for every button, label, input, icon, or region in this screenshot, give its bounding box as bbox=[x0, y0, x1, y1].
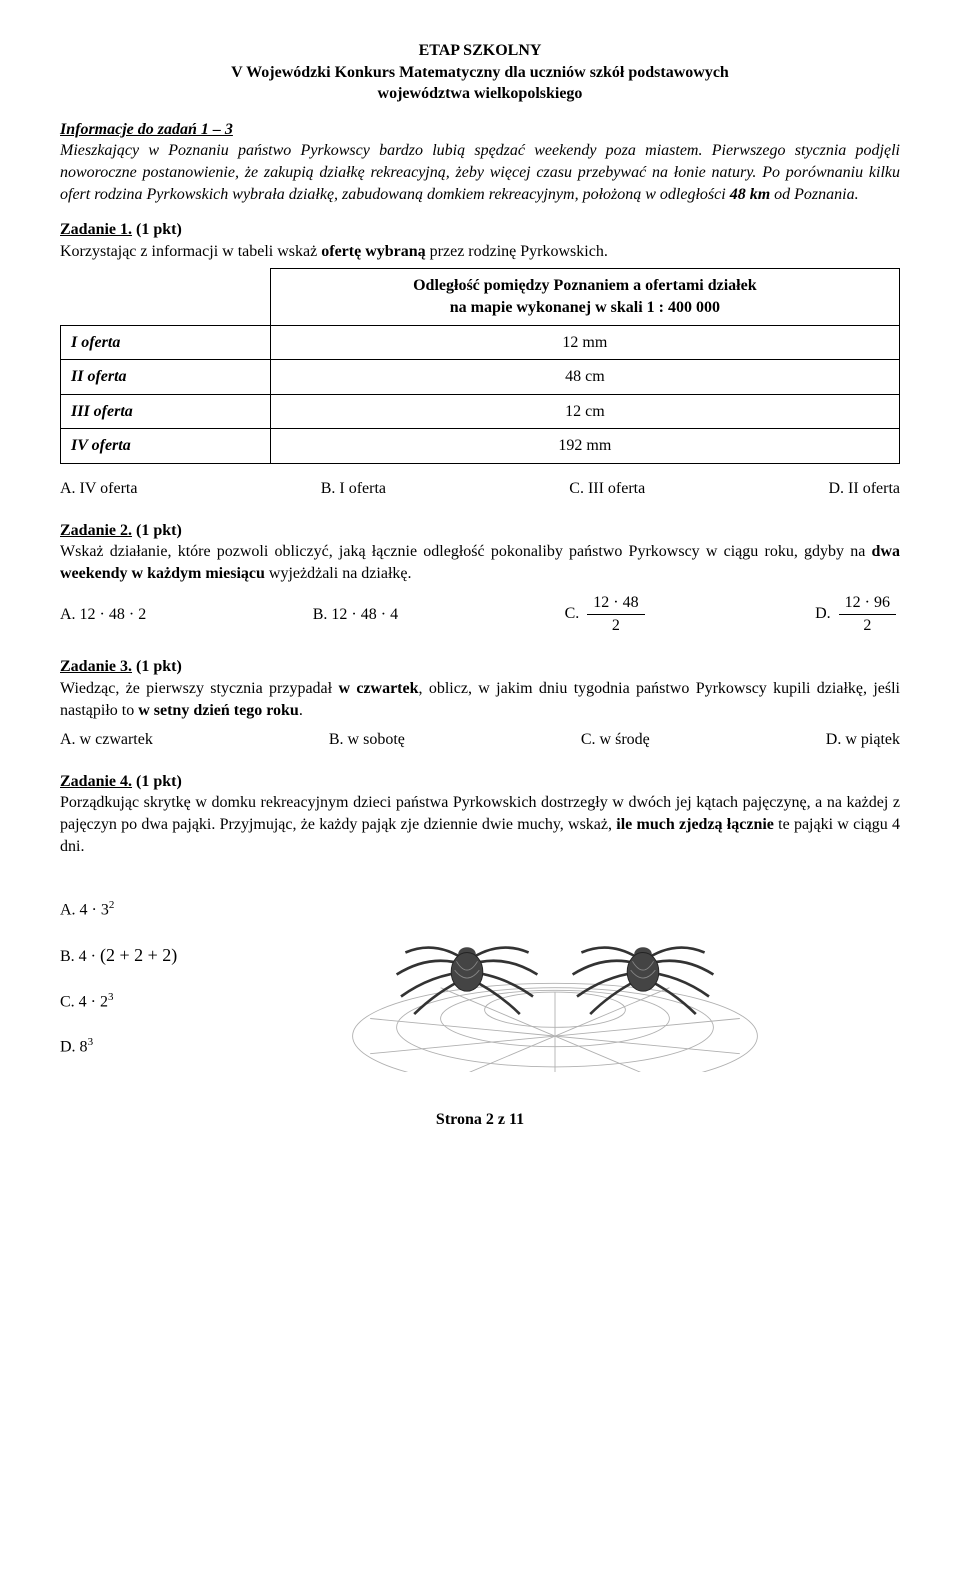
answer-d: D. 83 bbox=[60, 1035, 210, 1058]
answer-d: D. 12 · 96 2 bbox=[815, 592, 900, 636]
zad2-block: Zadanie 2. (1 pkt) Wskaż działanie, któr… bbox=[60, 520, 900, 585]
answer-a: A. IV oferta bbox=[60, 478, 137, 500]
answer-d: D. w piątek bbox=[826, 729, 900, 751]
fraction-c: 12 · 48 2 bbox=[587, 592, 644, 636]
table-row: III oferta 12 cm bbox=[61, 394, 900, 429]
zad3-block: Zadanie 3. (1 pkt) Wiedząc, że pierwszy … bbox=[60, 656, 900, 721]
answer-a-pre: A. 4 · 3 bbox=[60, 902, 109, 919]
table-header-line1: Odległość pomiędzy Poznaniem a ofertami … bbox=[413, 277, 757, 294]
row-value: 12 mm bbox=[270, 325, 899, 360]
answer-a: A. w czwartek bbox=[60, 729, 153, 751]
answer-b: B. 12 · 48 · 4 bbox=[313, 604, 398, 626]
stage-line: ETAP SZKOLNY bbox=[60, 40, 900, 62]
intro-heading: Informacje do zadań 1 – 3 bbox=[60, 121, 233, 138]
row-label: I oferta bbox=[61, 325, 271, 360]
zad1-prompt-pre: Korzystając z informacji w tabeli wskaż bbox=[60, 243, 321, 260]
intro-paragraph: Mieszkający w Poznaniu państwo Pyrkowscy… bbox=[60, 140, 900, 205]
title-line-2: województwa wielkopolskiego bbox=[60, 83, 900, 105]
zad4-answer-row: A. 4 · 32 B. 4 · (2 + 2 + 2) C. 4 · 23 D… bbox=[60, 877, 900, 1079]
zad4-answers: A. 4 · 32 B. 4 · (2 + 2 + 2) C. 4 · 23 D… bbox=[60, 898, 210, 1057]
zad2-text-pre: Wskaż działanie, które pozwoli obliczyć,… bbox=[60, 543, 872, 560]
offer-table: Odległość pomiędzy Poznaniem a ofertami … bbox=[60, 268, 900, 464]
answer-c: C. w środę bbox=[581, 729, 650, 751]
zad3-text-pre: Wiedząc, że pierwszy stycznia przypadał bbox=[60, 680, 338, 697]
zad3-title: Zadanie 3. bbox=[60, 658, 132, 675]
row-value: 48 cm bbox=[270, 360, 899, 395]
zad2-title: Zadanie 2. bbox=[60, 522, 132, 539]
frac-den: 2 bbox=[839, 615, 896, 637]
row-label: IV oferta bbox=[61, 429, 271, 464]
answer-b: B. 4 · (2 + 2 + 2) bbox=[60, 943, 210, 968]
table-row: II oferta 48 cm bbox=[61, 360, 900, 395]
answer-b: B. w sobotę bbox=[329, 729, 405, 751]
zad1-points: (1 pkt) bbox=[132, 221, 182, 238]
answer-b-paren: (2 + 2 + 2) bbox=[100, 945, 177, 965]
answer-c-pre: C. 4 · 2 bbox=[60, 993, 108, 1010]
intro-block: Informacje do zadań 1 – 3 bbox=[60, 119, 900, 141]
table-row: IV oferta 192 mm bbox=[61, 429, 900, 464]
zad1-prompt-post: przez rodzinę Pyrkowskich. bbox=[426, 243, 608, 260]
row-label: II oferta bbox=[61, 360, 271, 395]
zad3-bold2: w setny dzień tego roku bbox=[138, 702, 299, 719]
answer-a: A. 4 · 32 bbox=[60, 898, 210, 921]
zad1-block: Zadanie 1. (1 pkt) Korzystając z informa… bbox=[60, 219, 900, 262]
answer-d-exp: 3 bbox=[88, 1036, 94, 1048]
answer-d-pre: D. 8 bbox=[60, 1038, 88, 1055]
row-label: III oferta bbox=[61, 394, 271, 429]
zad3-text-post: . bbox=[299, 702, 303, 719]
title-line-1: V Wojewódzki Konkurs Matematyczny dla uc… bbox=[60, 62, 900, 84]
answer-b-pre: B. 4 · bbox=[60, 948, 100, 965]
answer-d: D. II oferta bbox=[828, 478, 900, 500]
spider-illustration bbox=[210, 877, 900, 1079]
intro-text-post: od Poznania. bbox=[770, 186, 858, 203]
answer-c: C. 12 · 48 2 bbox=[565, 592, 649, 636]
page-footer: Strona 2 z 11 bbox=[60, 1109, 900, 1131]
row-value: 192 mm bbox=[270, 429, 899, 464]
frac-den: 2 bbox=[587, 615, 644, 637]
answer-d-label: D. bbox=[815, 605, 831, 622]
answer-c: C. III oferta bbox=[569, 478, 645, 500]
zad3-bold1: w czwartek bbox=[338, 680, 418, 697]
intro-distance: 48 km bbox=[730, 186, 770, 203]
table-header-cell: Odległość pomiędzy Poznaniem a ofertami … bbox=[270, 269, 899, 325]
page-header: ETAP SZKOLNY V Wojewódzki Konkurs Matema… bbox=[60, 40, 900, 105]
zad4-bold1: ile much zjedzą łącznie bbox=[616, 816, 774, 833]
zad1-title: Zadanie 1. bbox=[60, 221, 132, 238]
table-row: I oferta 12 mm bbox=[61, 325, 900, 360]
zad1-answers: A. IV oferta B. I oferta C. III oferta D… bbox=[60, 478, 900, 500]
row-value: 12 cm bbox=[270, 394, 899, 429]
answer-a: A. 12 · 48 · 2 bbox=[60, 604, 146, 626]
answer-c-exp: 3 bbox=[108, 991, 114, 1003]
zad3-answers: A. w czwartek B. w sobotę C. w środę D. … bbox=[60, 729, 900, 751]
table-header-line2: na mapie wykonanej w skali 1 : 400 000 bbox=[450, 299, 720, 316]
zad1-prompt-bold: ofertę wybraną bbox=[321, 243, 425, 260]
zad4-block: Zadanie 4. (1 pkt) Porządkując skrytkę w… bbox=[60, 771, 900, 857]
zad2-answers: A. 12 · 48 · 2 B. 12 · 48 · 4 C. 12 · 48… bbox=[60, 592, 900, 636]
zad2-text-post: wyjeżdżali na działkę. bbox=[265, 565, 412, 582]
answer-b: B. I oferta bbox=[321, 478, 386, 500]
zad3-points: (1 pkt) bbox=[132, 658, 182, 675]
zad4-points: (1 pkt) bbox=[132, 773, 182, 790]
answer-a-exp: 2 bbox=[109, 899, 115, 911]
answer-c: C. 4 · 23 bbox=[60, 990, 210, 1013]
spider-icon bbox=[335, 877, 775, 1072]
answer-c-label: C. bbox=[565, 605, 580, 622]
frac-num: 12 · 96 bbox=[839, 592, 896, 615]
table-empty-cell bbox=[61, 269, 271, 325]
zad4-title: Zadanie 4. bbox=[60, 773, 132, 790]
fraction-d: 12 · 96 2 bbox=[839, 592, 896, 636]
frac-num: 12 · 48 bbox=[587, 592, 644, 615]
zad2-points: (1 pkt) bbox=[132, 522, 182, 539]
